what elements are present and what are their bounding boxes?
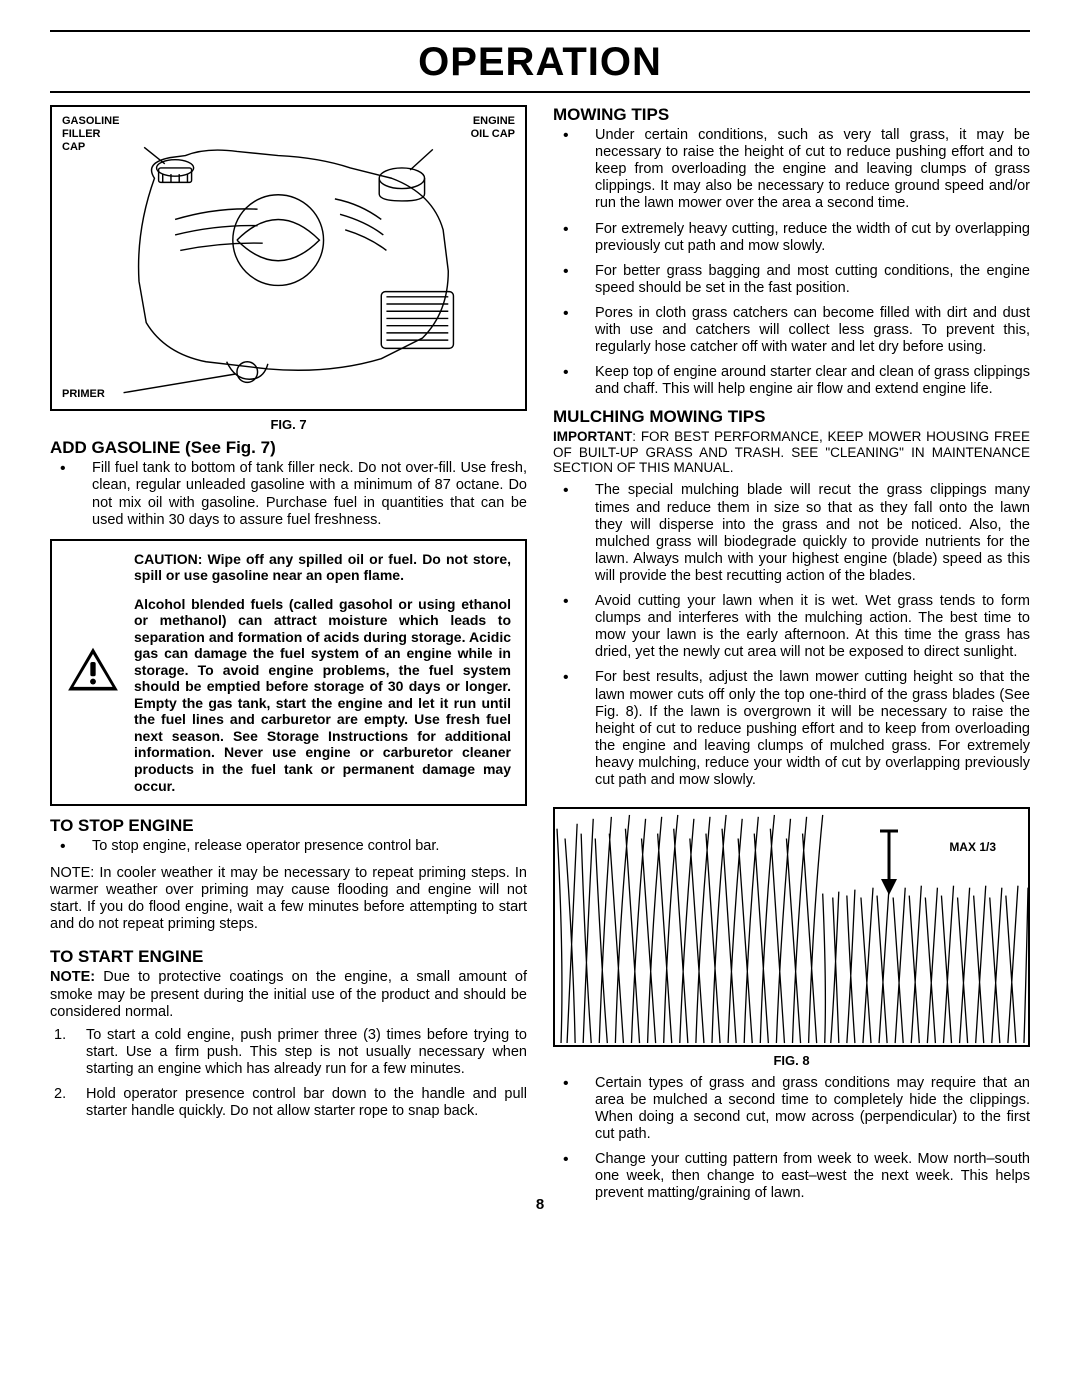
warning-icon <box>66 646 120 699</box>
bullet-text: For better grass bagging and most cuttin… <box>595 263 1030 297</box>
figure-8-box: MAX 1/3 <box>553 807 1030 1047</box>
bullet-text: For extremely heavy cutting, reduce the … <box>595 221 1030 255</box>
figure-8-caption: FIG. 8 <box>553 1053 1030 1068</box>
list-item: Under certain conditions, such as very t… <box>553 127 1030 213</box>
two-column-layout: GASOLINE FILLER CAP ENGINE OIL CAP PRIME… <box>50 105 1030 1210</box>
title-divider <box>50 91 1030 93</box>
list-item: Hold operator presence control bar down … <box>50 1086 527 1120</box>
caution-text: CAUTION: Wipe off any spilled oil or fue… <box>134 551 511 794</box>
stop-engine-list: To stop engine, release operator presenc… <box>50 838 527 857</box>
figure-7-box: GASOLINE FILLER CAP ENGINE OIL CAP PRIME… <box>50 105 527 411</box>
engine-illustration <box>72 137 505 405</box>
bullet-text: Pores in cloth grass catchers can become… <box>595 305 1030 356</box>
bullet-text: To stop engine, release operator presenc… <box>92 838 439 857</box>
heading-mowing-tips: MOWING TIPS <box>553 105 1030 125</box>
start-engine-note: NOTE: Due to protective coatings on the … <box>50 969 527 1020</box>
list-item: For extremely heavy cutting, reduce the … <box>553 221 1030 255</box>
list-item: Pores in cloth grass catchers can become… <box>553 305 1030 356</box>
mulching-list-1: The special mulching blade will recut th… <box>553 482 1030 789</box>
list-item: Keep top of engine around starter clear … <box>553 364 1030 398</box>
page-number: 8 <box>50 1196 1030 1213</box>
heading-add-gasoline: ADD GASOLINE (See Fig. 7) <box>50 438 527 458</box>
heading-mulching-tips: MULCHING MOWING TIPS <box>553 407 1030 427</box>
list-item: Certain types of grass and grass conditi… <box>553 1075 1030 1143</box>
step-text: Hold operator presence control bar down … <box>86 1086 527 1120</box>
mowing-tips-list: Under certain conditions, such as very t… <box>553 127 1030 399</box>
list-item: To stop engine, release operator presenc… <box>50 838 527 857</box>
list-item: Fill fuel tank to bottom of tank filler … <box>50 460 527 528</box>
list-item: For better grass bagging and most cuttin… <box>553 263 1030 297</box>
list-item: For best results, adjust the lawn mower … <box>553 669 1030 789</box>
right-column: MOWING TIPS Under certain conditions, su… <box>553 105 1030 1210</box>
list-item: The special mulching blade will recut th… <box>553 482 1030 585</box>
bullet-text: Keep top of engine around starter clear … <box>595 364 1030 398</box>
list-item: Avoid cutting your lawn when it is wet. … <box>553 593 1030 661</box>
top-divider <box>50 30 1030 32</box>
caution-p2: Alcohol blended fuels (called gasohol or… <box>134 596 511 794</box>
bullet-text: Certain types of grass and grass conditi… <box>595 1075 1030 1143</box>
page-title: OPERATION <box>50 40 1030 85</box>
important-label: IMPORTANT <box>553 429 632 444</box>
caution-p1: CAUTION: Wipe off any spilled oil or fue… <box>134 551 511 584</box>
note-label: NOTE: <box>50 969 95 985</box>
step-text: To start a cold engine, push primer thre… <box>86 1027 527 1078</box>
list-item: To start a cold engine, push primer thre… <box>50 1027 527 1078</box>
bullet-text: Fill fuel tank to bottom of tank filler … <box>92 460 527 528</box>
list-item: Change your cutting pattern from week to… <box>553 1151 1030 1202</box>
arrow-icon <box>878 827 900 897</box>
bullet-text: The special mulching blade will recut th… <box>595 482 1030 585</box>
add-gasoline-list: Fill fuel tank to bottom of tank filler … <box>50 460 527 528</box>
bullet-text: For best results, adjust the lawn mower … <box>595 669 1030 789</box>
heading-to-stop-engine: TO STOP ENGINE <box>50 816 527 836</box>
bullet-text: Change your cutting pattern from week to… <box>595 1151 1030 1202</box>
mulching-list-2: Certain types of grass and grass conditi… <box>553 1075 1030 1203</box>
bullet-text: Avoid cutting your lawn when it is wet. … <box>595 593 1030 661</box>
bullet-text: Under certain conditions, such as very t… <box>595 127 1030 213</box>
caution-box: CAUTION: Wipe off any spilled oil or fue… <box>50 539 527 806</box>
max-one-third-label: MAX 1/3 <box>947 839 998 855</box>
stop-engine-note: NOTE: In cooler weather it may be necess… <box>50 865 527 933</box>
start-engine-steps: To start a cold engine, push primer thre… <box>50 1027 527 1121</box>
left-column: GASOLINE FILLER CAP ENGINE OIL CAP PRIME… <box>50 105 527 1210</box>
heading-to-start-engine: TO START ENGINE <box>50 947 527 967</box>
figure-7-caption: FIG. 7 <box>50 417 527 432</box>
note-body: Due to protective coatings on the engine… <box>50 969 527 1019</box>
important-note: IMPORTANT: FOR BEST PERFORMANCE, KEEP MO… <box>553 429 1030 477</box>
